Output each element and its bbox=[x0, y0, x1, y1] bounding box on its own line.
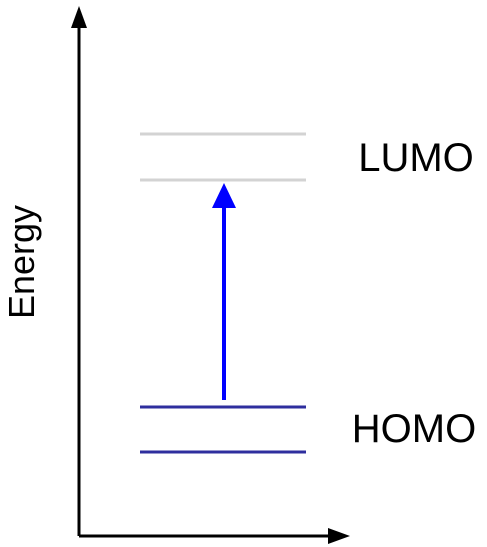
lumo-label: LUMO bbox=[358, 136, 474, 180]
energy-axis-label: Energy bbox=[1, 205, 42, 319]
homo-label: HOMO bbox=[352, 407, 476, 451]
energy-axis-arrowhead bbox=[71, 6, 87, 28]
transition-arrowhead bbox=[212, 183, 236, 208]
horizontal-axis-arrowhead bbox=[328, 528, 350, 544]
